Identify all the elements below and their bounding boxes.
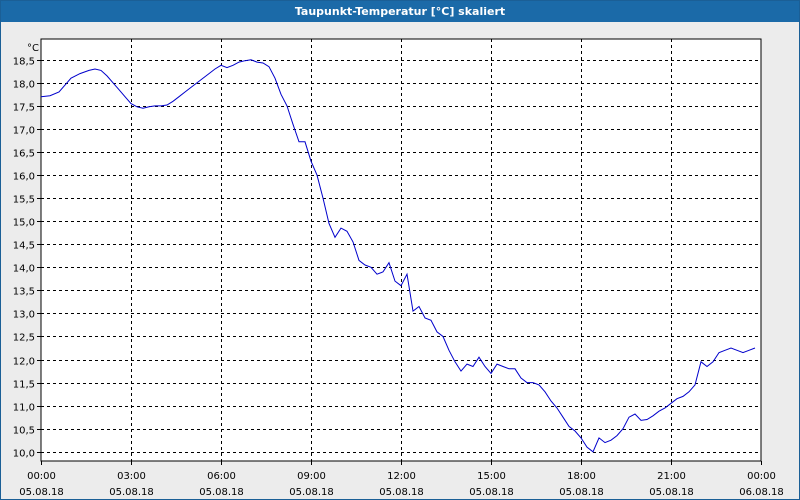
series-line [40, 59, 756, 453]
y-tick-label: 17,0 [13, 126, 35, 137]
y-tick-label: 16,5 [13, 149, 35, 160]
x-tick-date-label: 05.08.18 [19, 487, 64, 498]
y-tick-label: 11,0 [13, 403, 35, 414]
y-tick-label: 12,5 [13, 333, 35, 344]
x-tick-date-label: 05.08.18 [379, 487, 424, 498]
y-tick-label: 14,0 [13, 264, 35, 275]
x-tick-date-label: 05.08.18 [199, 487, 244, 498]
y-tick-label: 11,5 [13, 380, 35, 391]
chart-title: Taupunkt-Temperatur [°C] skaliert [1, 1, 799, 22]
y-tick-label: 17,5 [13, 103, 35, 114]
x-tick-time-label: 09:00 [297, 471, 326, 482]
y-tick-label: 18,0 [13, 80, 35, 91]
x-tick-time-label: 06:00 [207, 471, 236, 482]
y-axis-unit-label: °C [27, 43, 39, 54]
y-tick-label: 16,0 [13, 172, 35, 183]
y-tick-label: 13,5 [13, 287, 35, 298]
series-layer [40, 59, 756, 453]
x-tick-date-label: 05.08.18 [109, 487, 154, 498]
y-tick-label: 10,0 [13, 449, 35, 460]
grid [37, 39, 762, 465]
y-tick-label: 15,5 [13, 195, 35, 206]
x-tick-time-label: 12:00 [387, 471, 416, 482]
x-tick-time-label: 18:00 [567, 471, 596, 482]
y-tick-label: 10,5 [13, 426, 35, 437]
y-tick-label: 12,0 [13, 357, 35, 368]
x-tick-date-label: 05.08.18 [559, 487, 604, 498]
y-tick-label: 14,5 [13, 241, 35, 252]
x-tick-date-label: 05.08.18 [649, 487, 694, 498]
x-tick-time-label: 15:00 [477, 471, 506, 482]
x-tick-time-label: 03:00 [117, 471, 146, 482]
x-tick-date-label: 05.08.18 [469, 487, 514, 498]
y-tick-label: 18,5 [13, 57, 35, 68]
x-tick-date-label: 05.08.18 [289, 487, 334, 498]
y-tick-label: 13,0 [13, 310, 35, 321]
x-tick-date-label: 06.08.18 [739, 487, 784, 498]
x-tick-time-label: 00:00 [27, 471, 56, 482]
x-tick-time-label: 00:00 [747, 471, 776, 482]
tick-labels: 10,0 10,5 11,0 11,5 12,0 12,5 13,0 13,5 14,0 14,5… [13, 57, 784, 499]
x-tick-time-label: 21:00 [657, 471, 686, 482]
y-tick-label: 15,0 [13, 218, 35, 229]
